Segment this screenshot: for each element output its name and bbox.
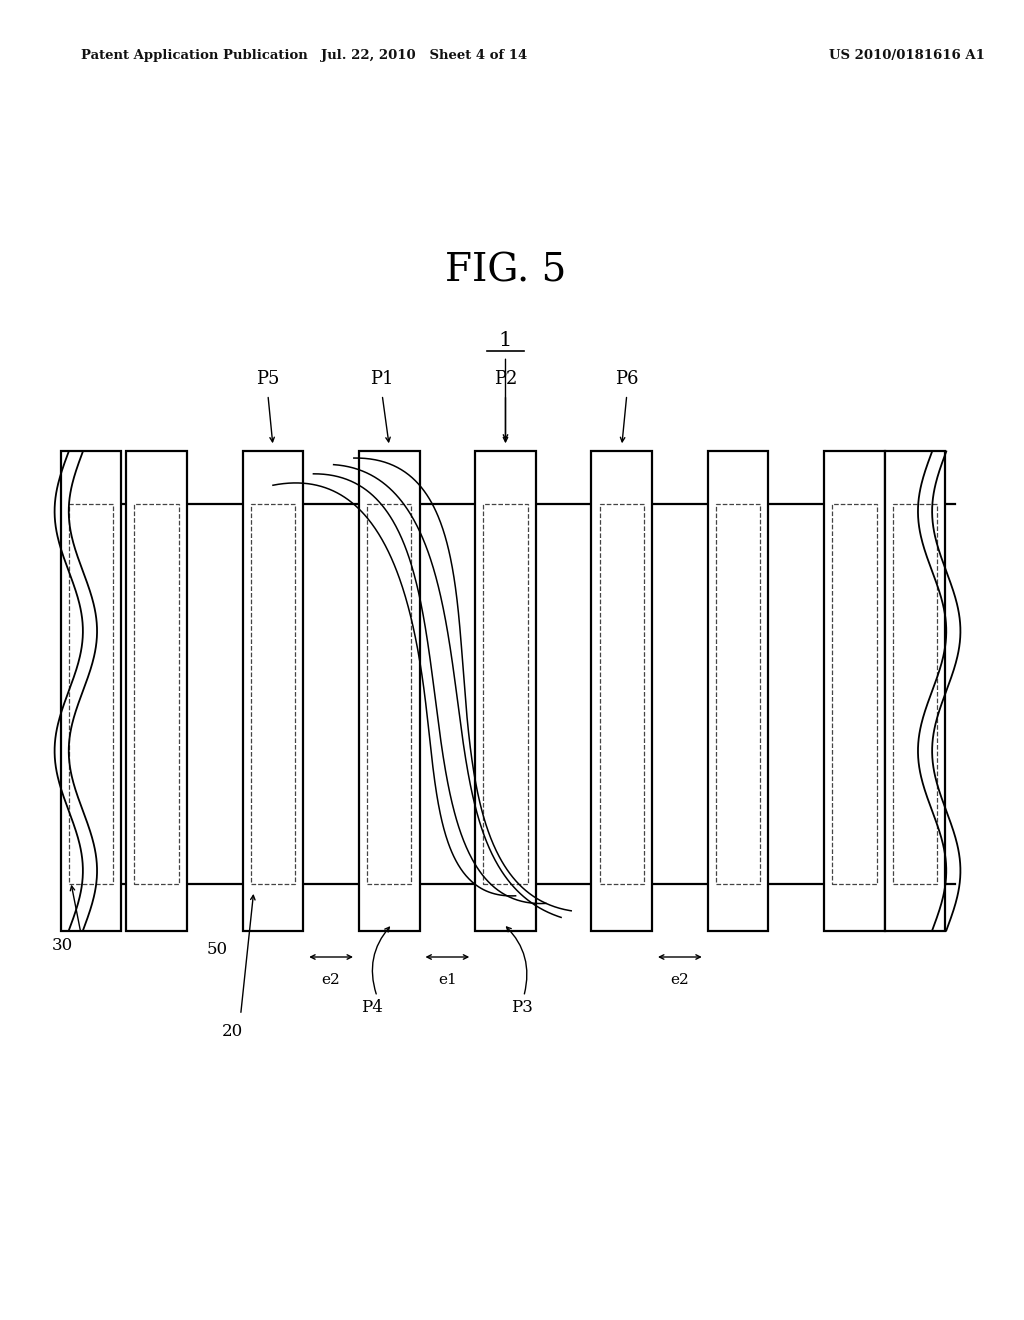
Text: US 2010/0181616 A1: US 2010/0181616 A1 [829,49,985,62]
Text: P5: P5 [256,370,280,388]
Text: P6: P6 [615,370,639,388]
Bar [599,504,644,884]
Bar [716,504,760,884]
Text: 1: 1 [499,331,512,350]
Text: Jul. 22, 2010   Sheet 4 of 14: Jul. 22, 2010 Sheet 4 of 14 [322,49,527,62]
Bar [251,504,295,884]
Bar [885,451,945,931]
Text: e2: e2 [322,973,340,987]
Bar [126,451,187,931]
Bar [367,504,412,884]
Bar [69,504,114,884]
Bar [134,504,179,884]
Text: 50: 50 [207,941,228,958]
Text: 20: 20 [222,1023,243,1040]
Bar [475,451,536,931]
Bar [243,451,303,931]
Text: 30: 30 [51,937,73,954]
Text: e2: e2 [671,973,689,987]
Bar [483,504,527,884]
Bar [824,451,885,931]
Text: P2: P2 [494,370,517,388]
Text: P3: P3 [511,999,532,1016]
Bar [833,504,877,884]
Text: P1: P1 [371,370,394,388]
Bar [708,451,768,931]
Text: FIG. 5: FIG. 5 [444,252,566,289]
Bar [358,451,420,931]
Bar [60,451,121,931]
Text: Patent Application Publication: Patent Application Publication [81,49,307,62]
Text: P4: P4 [361,999,383,1016]
Text: e1: e1 [438,973,457,987]
Bar [592,451,652,931]
Bar [893,504,937,884]
